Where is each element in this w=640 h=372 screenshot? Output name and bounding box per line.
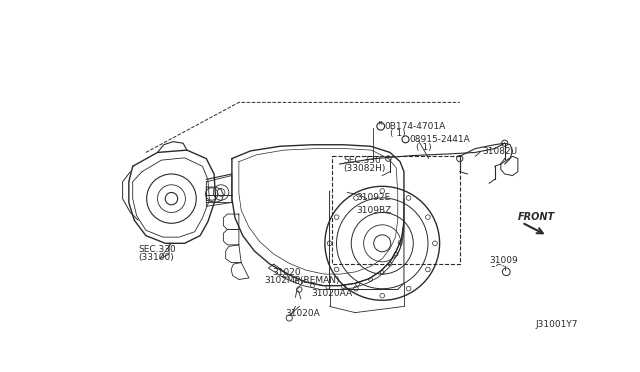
Text: R: R	[379, 121, 383, 126]
Text: 31020: 31020	[272, 268, 301, 277]
Text: 08915-2441A: 08915-2441A	[410, 135, 470, 144]
Text: ( 1): ( 1)	[390, 129, 406, 138]
Text: 31009: 31009	[489, 256, 518, 265]
Text: 31092E: 31092E	[356, 193, 390, 202]
Text: 31020A: 31020A	[285, 309, 320, 318]
Text: 0B174-4701A: 0B174-4701A	[385, 122, 446, 131]
Text: 3109BZ: 3109BZ	[356, 206, 391, 215]
Text: 31082U: 31082U	[482, 147, 517, 156]
Text: ( 1): ( 1)	[415, 143, 431, 152]
Text: SEC.330: SEC.330	[344, 156, 381, 165]
Text: 3102MP(REMAN): 3102MP(REMAN)	[264, 276, 340, 285]
Text: SEC.330: SEC.330	[138, 245, 176, 254]
Text: (33082H): (33082H)	[344, 164, 386, 173]
Text: FRONT: FRONT	[518, 212, 555, 222]
Text: 31020AA: 31020AA	[311, 289, 352, 298]
Text: (33100): (33100)	[138, 253, 174, 262]
Text: J31001Y7: J31001Y7	[536, 320, 578, 329]
